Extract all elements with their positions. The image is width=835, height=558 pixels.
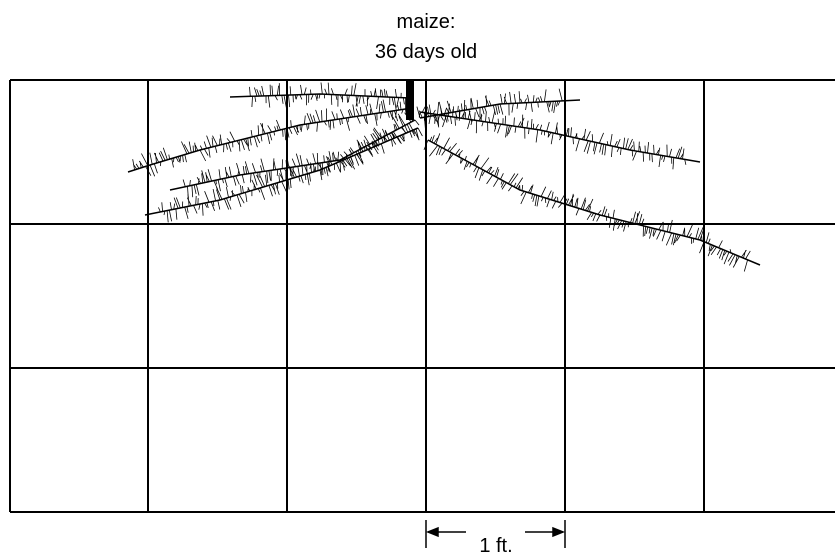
root-hairs xyxy=(416,88,563,130)
root-hairs xyxy=(132,99,413,177)
title-line-2: 36 days old xyxy=(375,41,477,63)
arrow-head xyxy=(552,526,566,538)
root-hairs xyxy=(423,133,751,272)
arrow-head xyxy=(425,526,439,538)
roots xyxy=(127,80,761,272)
grid xyxy=(9,79,835,513)
scale-bar xyxy=(425,520,566,548)
root-hairs xyxy=(418,102,687,170)
root-hairs xyxy=(249,82,411,110)
scale-label: 1 ft. xyxy=(479,535,512,557)
title-line-1: maize: xyxy=(397,11,456,33)
root xyxy=(127,107,413,173)
root-hairs xyxy=(182,112,420,199)
stem xyxy=(406,80,414,120)
